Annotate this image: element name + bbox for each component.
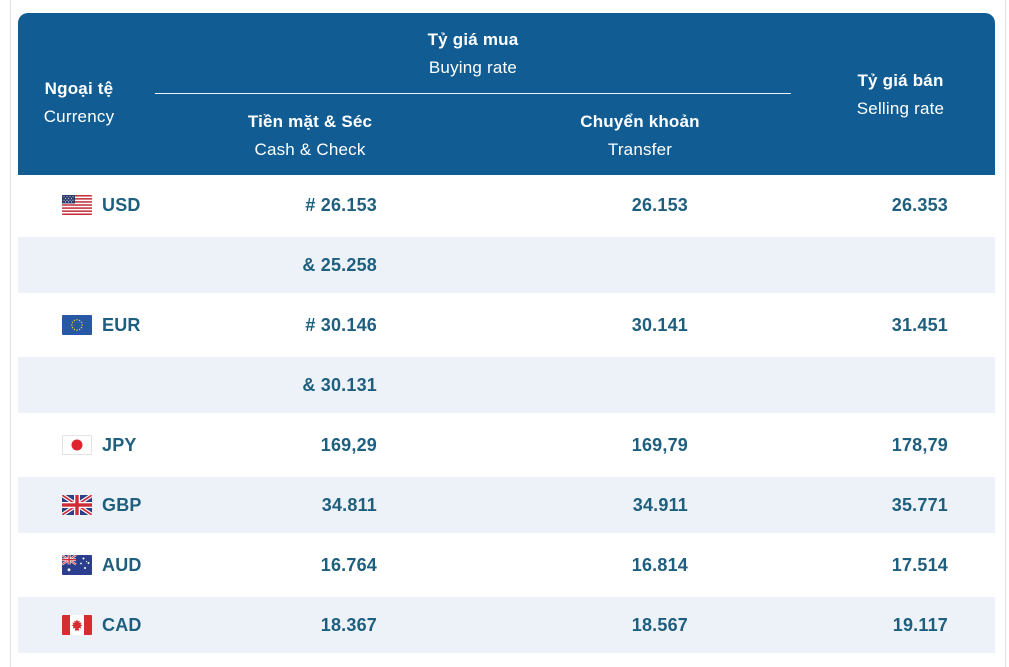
cash-rate: 18.367 bbox=[320, 614, 377, 635]
transfer-rate: 169,79 bbox=[631, 434, 688, 455]
buying-group-underline bbox=[155, 93, 791, 94]
selling-rate: 17.514 bbox=[891, 554, 948, 575]
table-header: Ngoại tệ Currency Tỷ giá mua Buying rate… bbox=[18, 13, 995, 175]
selling-rate: 19.117 bbox=[892, 614, 948, 635]
page-left-divider bbox=[10, 0, 11, 667]
table-row-jpy: JPY 169,29 169,79 178,79 bbox=[18, 415, 995, 475]
currency-code: EUR bbox=[102, 314, 141, 335]
table-row-aud: AUD 16.764 16.814 17.514 bbox=[18, 535, 995, 595]
currency-code: JPY bbox=[102, 434, 137, 455]
currency-code: CAD bbox=[102, 614, 142, 635]
table-row-usd: USD # 26.153 26.153 26.353 bbox=[18, 175, 995, 235]
table-row-eur-small: & 30.131 bbox=[18, 355, 995, 415]
currency-label-en: Currency bbox=[43, 107, 115, 126]
ca-flag-icon bbox=[62, 615, 92, 635]
cash-rate: 169,29 bbox=[320, 434, 377, 455]
currency-column-header: Ngoại tệ Currency bbox=[18, 75, 140, 131]
cash-rate: & 25.258 bbox=[302, 254, 377, 275]
cash-label-vi: Tiền mặt & Séc bbox=[247, 112, 373, 131]
exchange-rate-table: Ngoại tệ Currency Tỷ giá mua Buying rate… bbox=[18, 13, 995, 667]
transfer-column-header: Chuyển khoản Transfer bbox=[485, 108, 795, 164]
cash-column-header: Tiền mặt & Séc Cash & Check bbox=[155, 108, 465, 164]
currency-code: AUD bbox=[102, 554, 142, 575]
cash-rate: & 30.131 bbox=[302, 374, 377, 395]
cash-rate: # 26.153 bbox=[305, 194, 377, 215]
selling-rate: 178,79 bbox=[891, 434, 948, 455]
buying-rate-group-header: Tỷ giá mua Buying rate bbox=[155, 26, 791, 82]
transfer-rate: 18.567 bbox=[631, 614, 688, 635]
selling-label-en: Selling rate bbox=[856, 99, 945, 118]
selling-label-vi: Tỷ giá bán bbox=[857, 71, 944, 90]
currency-code: GBP bbox=[102, 494, 142, 515]
table-row-eur: EUR # 30.146 30.141 31.451 bbox=[18, 295, 995, 355]
currency-label-vi: Ngoại tệ bbox=[44, 79, 114, 98]
buying-label-vi: Tỷ giá mua bbox=[427, 30, 519, 49]
table-row-partial bbox=[18, 655, 995, 667]
transfer-rate: 26.153 bbox=[631, 194, 688, 215]
cash-rate: 16.764 bbox=[320, 554, 377, 575]
cash-label-en: Cash & Check bbox=[254, 140, 366, 159]
table-row-cad: CAD 18.367 18.567 19.117 bbox=[18, 595, 995, 655]
currency-code: USD bbox=[102, 194, 141, 215]
page-right-divider bbox=[1005, 0, 1006, 667]
cash-rate: # 30.146 bbox=[305, 314, 377, 335]
transfer-label-vi: Chuyển khoản bbox=[580, 112, 700, 131]
au-flag-icon bbox=[62, 555, 92, 575]
selling-rate: 35.771 bbox=[891, 494, 948, 515]
table-row-gbp: GBP 34.811 34.911 35.771 bbox=[18, 475, 995, 535]
selling-column-header: Tỷ giá bán Selling rate bbox=[813, 67, 988, 123]
transfer-rate: 30.141 bbox=[631, 314, 688, 335]
selling-rate: 26.353 bbox=[891, 194, 948, 215]
eu-flag-icon bbox=[62, 315, 92, 335]
us-flag-icon bbox=[62, 195, 92, 215]
buying-label-en: Buying rate bbox=[428, 58, 518, 77]
cash-rate: 34.811 bbox=[321, 494, 377, 515]
table-row-usd-small: & 25.258 bbox=[18, 235, 995, 295]
jp-flag-icon bbox=[62, 435, 92, 455]
transfer-label-en: Transfer bbox=[607, 140, 673, 159]
transfer-rate: 34.911 bbox=[632, 494, 688, 515]
selling-rate: 31.451 bbox=[891, 314, 948, 335]
transfer-rate: 16.814 bbox=[631, 554, 688, 575]
uk-flag-icon bbox=[62, 495, 92, 515]
